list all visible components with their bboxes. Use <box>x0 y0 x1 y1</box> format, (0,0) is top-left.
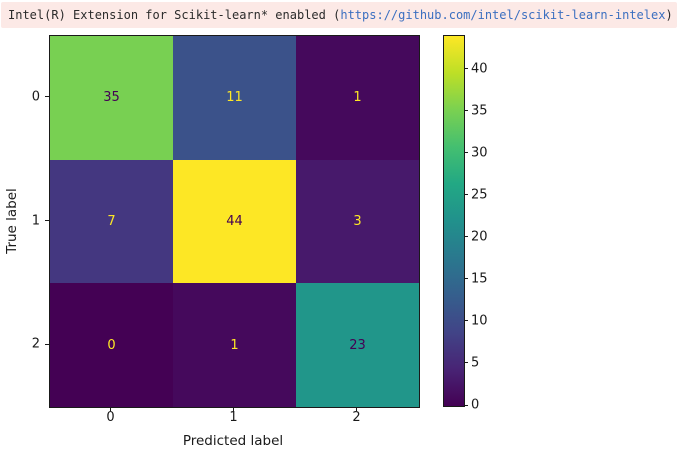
matrix-cell-1-0: 7 <box>50 159 173 284</box>
matrix-cell-2-2: 23 <box>296 283 419 407</box>
colorbar-tick-label-25: 25 <box>471 187 488 203</box>
y-tick-mark <box>45 343 49 345</box>
matrix-cell-0-1: 11 <box>173 36 296 160</box>
colorbar-tick-label-5: 5 <box>471 355 480 371</box>
colorbar-tick-mark <box>464 110 468 112</box>
x-tick-mark <box>233 407 234 411</box>
y-tick-label-0: 0 <box>31 89 40 105</box>
colorbar-tick-mark <box>464 194 468 196</box>
colorbar-tick-label-15: 15 <box>471 271 488 287</box>
matrix-cell-2-0: 0 <box>50 283 173 407</box>
colorbar-tick-mark <box>464 362 468 364</box>
colorbar-tick-mark <box>464 152 468 154</box>
github-link[interactable]: https://github.com/intel/scikit-learn-in… <box>340 8 666 22</box>
colorbar-tick-mark <box>464 320 468 322</box>
colorbar-tick-mark <box>464 68 468 70</box>
y-tick-label-1: 1 <box>31 213 40 228</box>
colorbar-tick-mark <box>464 404 468 406</box>
colorbar-tick-label-0: 0 <box>471 397 480 413</box>
matrix-cell-0-2: 1 <box>296 36 419 160</box>
colorbar-tick-mark <box>464 236 468 238</box>
banner-text-prefix: Intel(R) Extension for Scikit-learn* ena… <box>8 8 341 22</box>
x-tick-label-1: 1 <box>229 410 238 425</box>
colorbar-tick-label-10: 10 <box>471 313 488 329</box>
heatmap-grid: 35 11 1 7 44 3 0 1 23 <box>49 35 420 408</box>
x-tick-label-0: 0 <box>106 410 115 425</box>
x-tick-mark <box>110 407 111 411</box>
x-tick-mark <box>356 407 357 411</box>
matrix-cell-1-1: 44 <box>173 159 296 284</box>
y-tick-label-2: 2 <box>31 336 40 352</box>
y-tick-mark <box>45 220 49 221</box>
y-axis-label: True label <box>4 188 20 254</box>
x-axis-label: Predicted label <box>182 433 284 449</box>
colorbar-tick-label-20: 20 <box>471 229 488 245</box>
matrix-cell-1-2: 3 <box>296 159 419 284</box>
colorbar-tick-label-30: 30 <box>471 145 488 161</box>
banner-text-suffix: ) <box>665 8 673 22</box>
matrix-cell-0-0: 35 <box>50 36 173 160</box>
colorbar-tick-label-40: 40 <box>471 61 488 77</box>
stderr-banner: Intel(R) Extension for Scikit-learn* ena… <box>1 2 677 28</box>
y-tick-mark <box>45 96 49 98</box>
x-tick-label-2: 2 <box>352 410 361 425</box>
matrix-cell-2-1: 1 <box>173 283 296 407</box>
colorbar-tick-label-35: 35 <box>471 103 488 119</box>
colorbar-tick-mark <box>464 278 468 280</box>
colorbar <box>443 35 465 407</box>
